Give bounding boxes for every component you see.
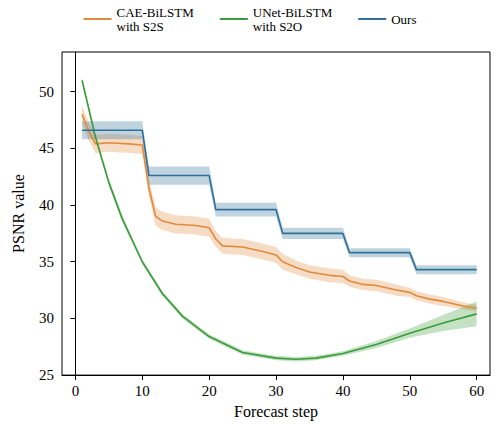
svg-text:UNet-BiLSTM: UNet-BiLSTM bbox=[253, 5, 333, 20]
svg-text:50: 50 bbox=[39, 84, 54, 100]
svg-text:50: 50 bbox=[402, 383, 417, 399]
svg-text:35: 35 bbox=[39, 254, 54, 270]
svg-text:Forecast step: Forecast step bbox=[234, 403, 318, 421]
svg-text:45: 45 bbox=[39, 140, 54, 156]
svg-text:10: 10 bbox=[135, 383, 150, 399]
svg-text:30: 30 bbox=[39, 310, 54, 326]
svg-text:with S2O: with S2O bbox=[253, 19, 302, 34]
svg-text:0: 0 bbox=[72, 383, 80, 399]
svg-text:60: 60 bbox=[469, 383, 484, 399]
svg-text:20: 20 bbox=[202, 383, 217, 399]
svg-text:40: 40 bbox=[335, 383, 350, 399]
svg-text:CAE-BiLSTM: CAE-BiLSTM bbox=[117, 5, 195, 20]
svg-text:Ours: Ours bbox=[391, 12, 416, 27]
svg-text:with S2S: with S2S bbox=[117, 19, 164, 34]
svg-text:PSNR value: PSNR value bbox=[10, 174, 27, 253]
svg-text:30: 30 bbox=[269, 383, 284, 399]
svg-text:25: 25 bbox=[39, 367, 54, 383]
svg-text:40: 40 bbox=[39, 197, 54, 213]
